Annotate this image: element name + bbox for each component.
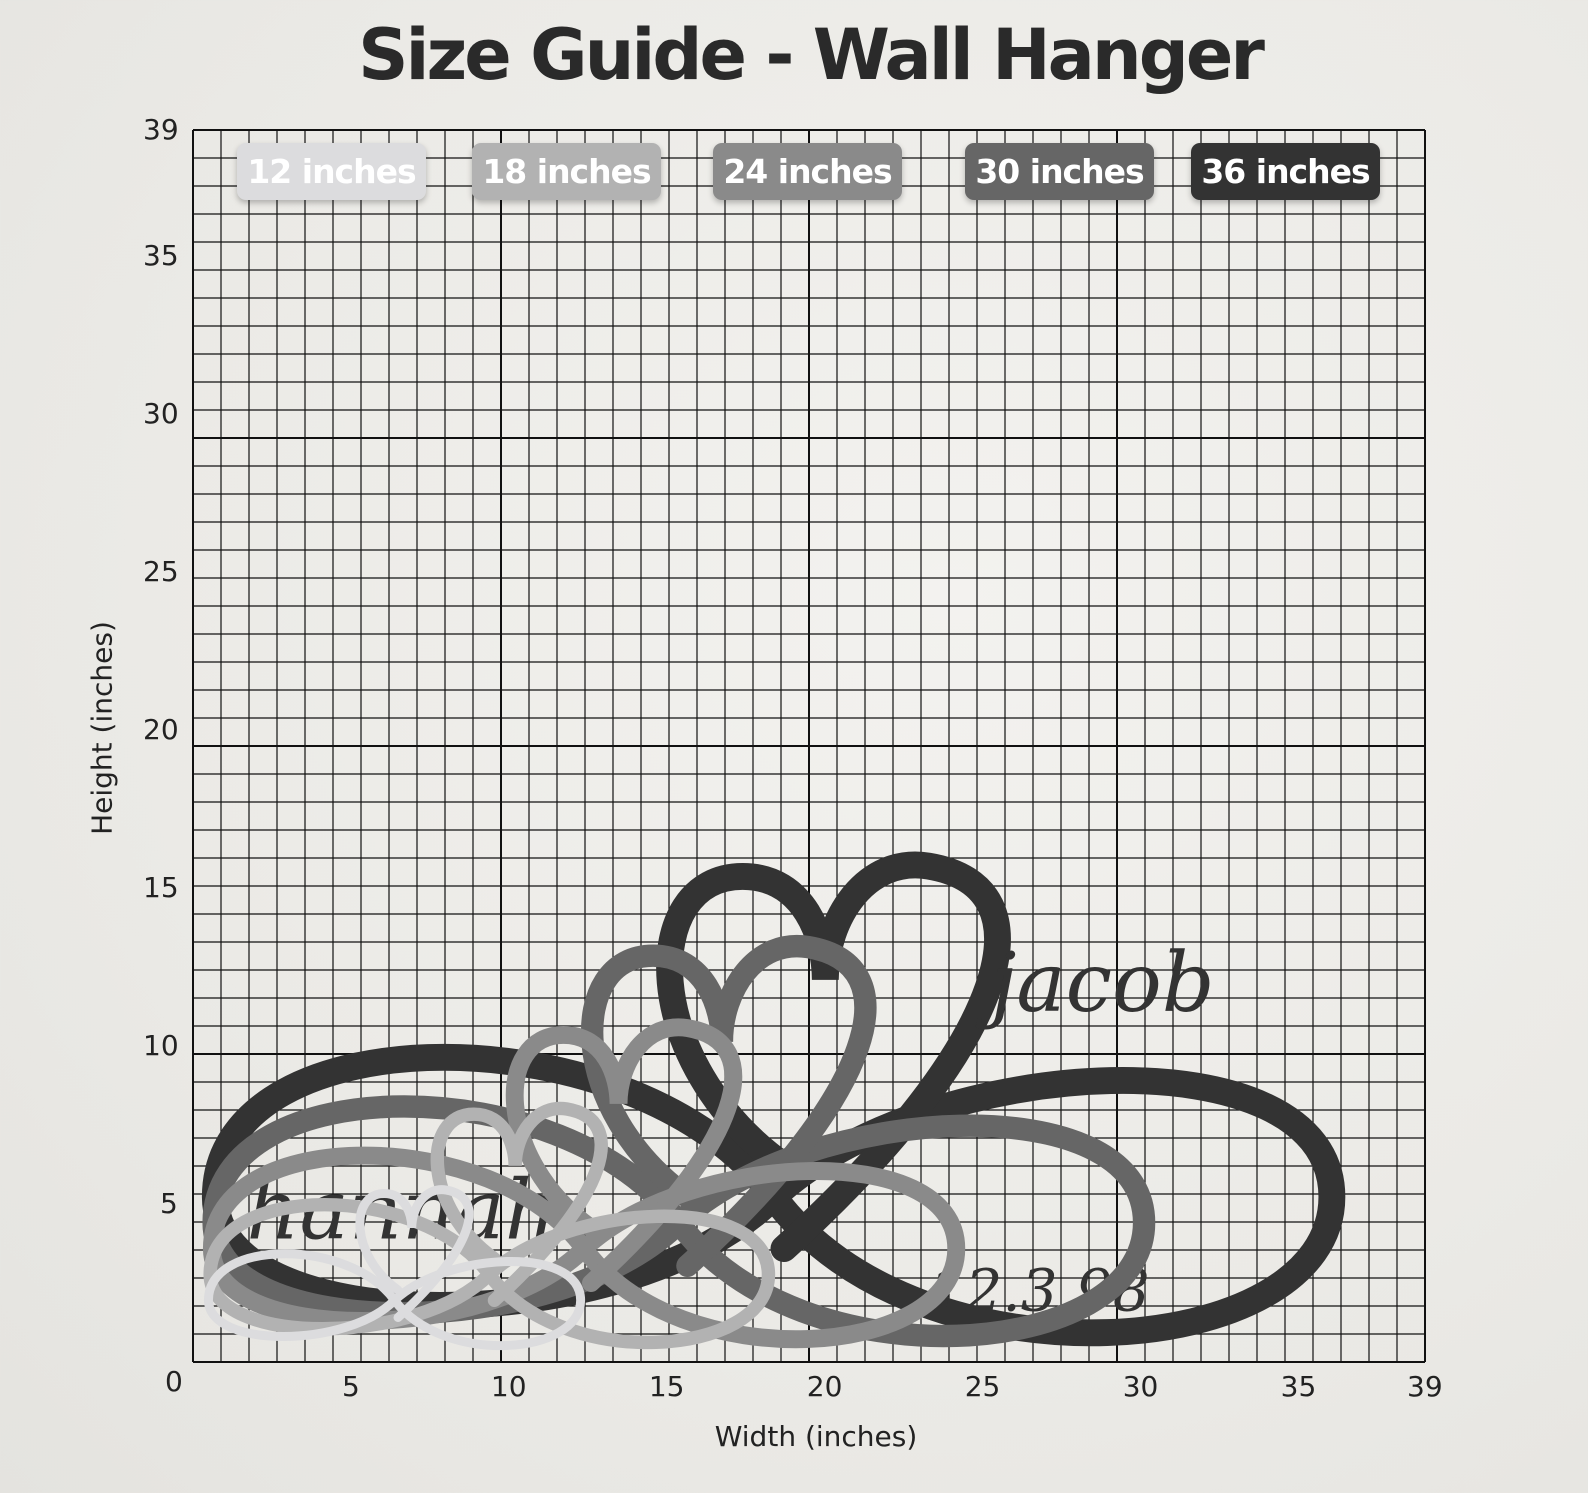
x-axis-label: Width (inches)	[714, 1420, 918, 1453]
y-axis-label: Height (inches)	[85, 621, 119, 835]
x-tick-label: 5	[341, 1370, 360, 1403]
y-tick-label: 20	[143, 713, 179, 747]
x-tick-label: 25	[964, 1370, 1001, 1403]
infinity-shape	[202, 1146, 966, 1349]
grid-lines	[192, 129, 1426, 1363]
size-badge-30: 30 inches	[965, 143, 1154, 200]
page-title: Size Guide - Wall Hanger	[358, 14, 1265, 96]
x-tick-label: 39	[1407, 1370, 1443, 1403]
size-badge-36: 36 inches	[1191, 143, 1380, 200]
heart-shape	[355, 1185, 474, 1323]
wall-hanger-12	[203, 1185, 586, 1351]
x-tick-label: 20	[806, 1370, 843, 1403]
y-tick-label: 5	[160, 1187, 178, 1221]
x-tick-label: 10	[490, 1370, 527, 1403]
infinity-shape	[203, 1249, 586, 1351]
y-tick-label: 15	[143, 871, 179, 905]
wall-hanger-24	[202, 1018, 966, 1349]
y-tick-label: 30	[143, 397, 179, 431]
y-tick-label: 25	[143, 555, 179, 589]
x-tick-label: 15	[648, 1370, 685, 1403]
heart-shape	[505, 1018, 743, 1293]
y-tick-label: 39	[143, 113, 179, 146]
x-tick-label: 30	[1122, 1370, 1159, 1403]
y-tick-label: 35	[143, 239, 179, 273]
size-badge-12: 12 inches	[237, 143, 426, 200]
heart-shape	[580, 934, 877, 1278]
size-badge-24: 24 inches	[713, 143, 902, 200]
heart-shape	[430, 1101, 608, 1308]
size-badge-18: 18 inches	[472, 143, 661, 200]
x-tick-label: 35	[1280, 1370, 1317, 1403]
y-tick-label: 10	[143, 1029, 179, 1063]
lettering-right: jacob	[975, 934, 1215, 1031]
x-tick-label: 0	[165, 1365, 183, 1398]
